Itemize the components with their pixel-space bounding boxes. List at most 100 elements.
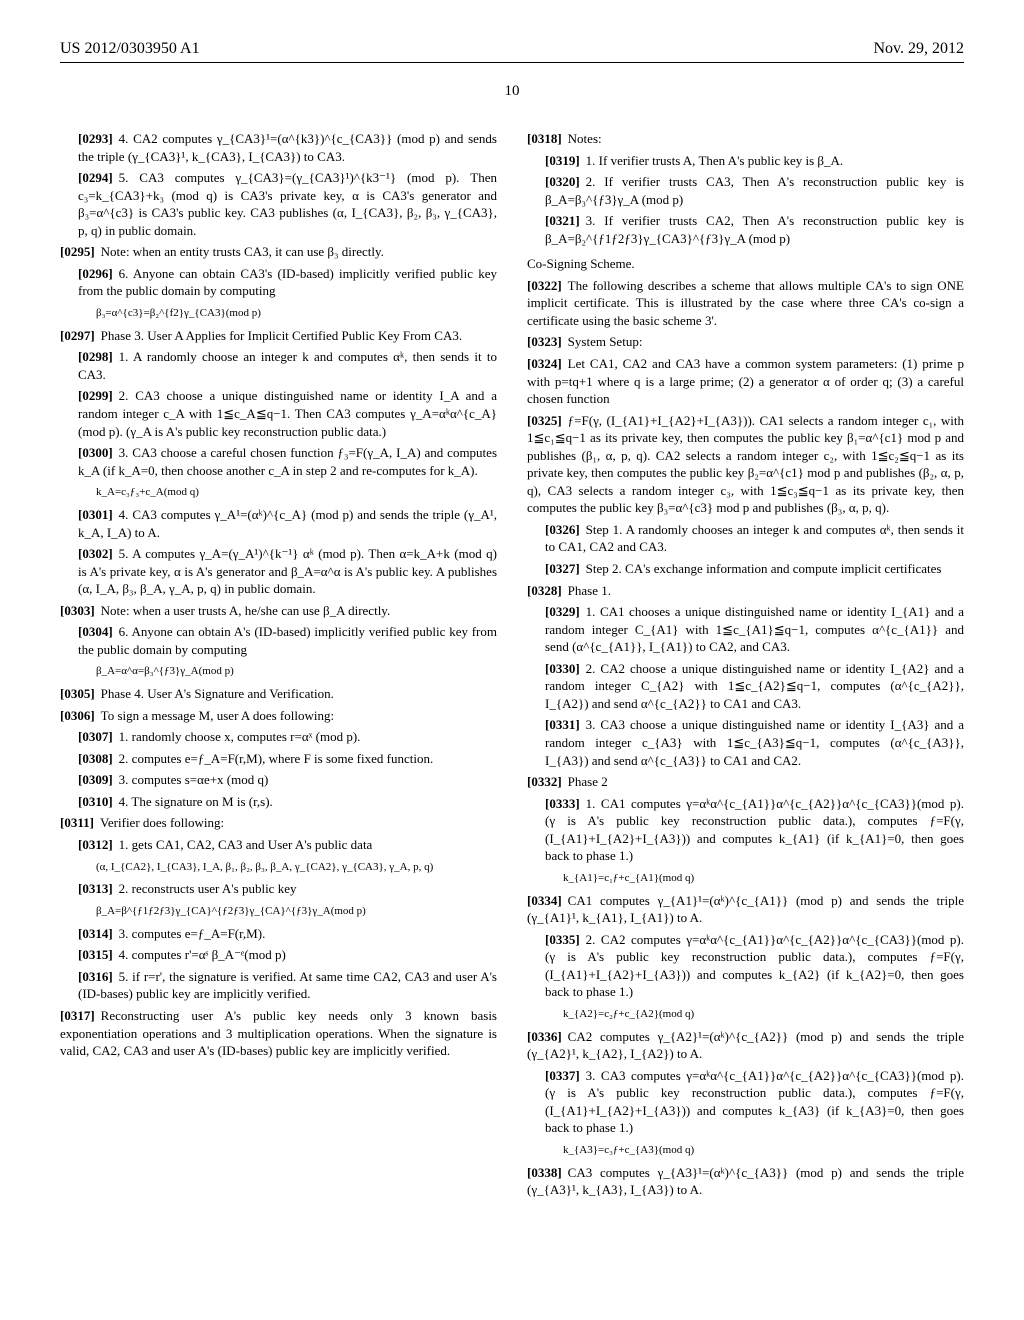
- para-num: [0325]: [527, 413, 562, 428]
- para-text: 4. CA3 computes γ_A¹=(αᵏ)^{c_A} (mod p) …: [78, 507, 497, 540]
- para-num: [0333]: [545, 796, 580, 811]
- para-num: [0315]: [78, 947, 113, 962]
- para-num: [0316]: [78, 969, 113, 984]
- para-text: The following describes a scheme that al…: [527, 278, 964, 328]
- para-num: [0336]: [527, 1029, 562, 1044]
- para-0334: [0334]CA1 computes γ_{A1}¹=(αᵏ)^{c_{A1}}…: [527, 892, 964, 927]
- para-num: [0301]: [78, 507, 113, 522]
- para-0305: [0305]Phase 4. User A's Signature and Ve…: [60, 685, 497, 703]
- para-0337: [0337]3. CA3 computes γ=αᵏα^{c_{A1}}α^{c…: [527, 1067, 964, 1137]
- para-text: 4. computes r'=αˢ β_A⁻ᵉ(mod p): [119, 947, 286, 962]
- para-0326: [0326]Step 1. A randomly chooses an inte…: [527, 521, 964, 556]
- para-0307: [0307] 1. randomly choose x, computes r=α…: [60, 728, 497, 746]
- para-0312: [0312]1. gets CA1, CA2, CA3 and User A's…: [60, 836, 497, 854]
- para-text: Reconstructing user A's public key needs…: [60, 1008, 497, 1058]
- para-num: [0311]: [60, 815, 94, 830]
- para-0304: [0304]6. Anyone can obtain A's (ID-based…: [60, 623, 497, 658]
- para-text: 1. CA1 chooses a unique distinguished na…: [545, 604, 964, 654]
- para-text: 1. CA1 computes γ=αᵏα^{c_{A1}}α^{c_{A2}}…: [545, 796, 964, 864]
- para-num: [0306]: [60, 708, 95, 723]
- para-text: 6. Anyone can obtain CA3's (ID-based) im…: [78, 266, 497, 299]
- para-0329: [0329]1. CA1 chooses a unique distinguis…: [527, 603, 964, 656]
- para-num: [0297]: [60, 328, 95, 343]
- para-0332: [0332]Phase 2: [527, 773, 964, 791]
- header: US 2012/0303950 A1 Nov. 29, 2012: [60, 40, 964, 63]
- para-num: [0324]: [527, 356, 562, 371]
- para-0296: [0296]6. Anyone can obtain CA3's (ID-bas…: [60, 265, 497, 300]
- para-0297: [0297] Phase 3. User A Applies for Implic…: [60, 327, 497, 345]
- para-text: 2. CA2 computes γ=αᵏα^{c_{A1}}α^{c_{A2}}…: [545, 932, 964, 1000]
- para-text: CA3 computes γ_{A3}¹=(αᵏ)^{c_{A3}} (mod …: [527, 1165, 964, 1198]
- para-num: [0321]: [545, 213, 580, 228]
- para-num: [0328]: [527, 583, 562, 598]
- para-0294: [0294]5. CA3 computes γ_{CA3}=(γ_{CA3}¹)…: [60, 169, 497, 239]
- para-text: Note: when an entity trusts CA3, it can …: [101, 244, 384, 259]
- para-0299: [0299]2. CA3 choose a unique distinguish…: [60, 387, 497, 440]
- para-text: Let CA1, CA2 and CA3 have a common syste…: [527, 356, 964, 406]
- formula-0337: k_{A3}=c₃ƒ+c_{A3}(mod q): [527, 1143, 964, 1158]
- para-num: [0335]: [545, 932, 580, 947]
- para-num: [0308]: [78, 751, 113, 766]
- para-num: [0327]: [545, 561, 580, 576]
- para-text: 2. CA3 choose a unique distinguished nam…: [78, 388, 497, 438]
- para-num: [0331]: [545, 717, 580, 732]
- para-text: 5. CA3 computes γ_{CA3}=(γ_{CA3}¹)^{k3⁻¹…: [78, 170, 497, 238]
- para-0324: [0324]Let CA1, CA2 and CA3 have a common…: [527, 355, 964, 408]
- para-0315: [0315] 4. computes r'=αˢ β_A⁻ᵉ(mod p): [60, 946, 497, 964]
- para-text: 3. CA3 choose a careful chosen function …: [78, 445, 497, 478]
- para-text: 3. computes e=ƒ_A=F(r,M).: [119, 926, 266, 941]
- page-container: US 2012/0303950 A1 Nov. 29, 2012 10 [029…: [0, 0, 1024, 1223]
- formula-0333: k_{A1}=c₁ƒ+c_{A1}(mod q): [527, 871, 964, 886]
- para-text: CA2 computes γ_{A2}¹=(αᵏ)^{c_{A2}} (mod …: [527, 1029, 964, 1062]
- para-0319: [0319] 1. If verifier trusts A, Then A's …: [527, 152, 964, 170]
- para-text: Phase 2: [568, 774, 608, 789]
- para-text: 3. CA3 choose a unique distinguished nam…: [545, 717, 964, 767]
- para-text: Notes:: [568, 131, 602, 146]
- cosign-heading: Co-Signing Scheme.: [527, 255, 964, 273]
- para-num: [0320]: [545, 174, 580, 189]
- para-num: [0300]: [78, 445, 113, 460]
- para-num: [0298]: [78, 349, 113, 364]
- para-0333: [0333]1. CA1 computes γ=αᵏα^{c_{A1}}α^{c…: [527, 795, 964, 865]
- para-text: To sign a message M, user A does followi…: [101, 708, 334, 723]
- para-0302: [0302]5. A computes γ_A=(γ_A¹)^{k⁻¹} αᵏ …: [60, 545, 497, 598]
- columns: [0293]4. CA2 computes γ_{CA3}¹=(α^{k3})^…: [60, 130, 964, 1203]
- para-text: 2. CA2 choose a unique distinguished nam…: [545, 661, 964, 711]
- left-column: [0293]4. CA2 computes γ_{CA3}¹=(α^{k3})^…: [60, 130, 497, 1203]
- para-num: [0337]: [545, 1068, 580, 1083]
- para-num: [0317]: [60, 1008, 95, 1023]
- para-0327: [0327]Step 2. CA's exchange information …: [527, 560, 964, 578]
- para-num: [0303]: [60, 603, 95, 618]
- para-num: [0302]: [78, 546, 113, 561]
- para-num: [0299]: [78, 388, 113, 403]
- para-num: [0326]: [545, 522, 580, 537]
- para-num: [0329]: [545, 604, 580, 619]
- para-text: System Setup:: [568, 334, 643, 349]
- para-num: [0322]: [527, 278, 562, 293]
- para-num: [0310]: [78, 794, 113, 809]
- para-text: Phase 3. User A Applies for Implicit Cer…: [101, 328, 462, 343]
- para-0316: [0316]5. if r=r', the signature is verif…: [60, 968, 497, 1003]
- para-text: 1. If verifier trusts A, Then A's public…: [586, 153, 844, 168]
- para-num: [0319]: [545, 153, 580, 168]
- para-0309: [0309]3. computes s=αe+x (mod q): [60, 771, 497, 789]
- para-text: 1. randomly choose x, computes r=αˣ (mod…: [119, 729, 361, 744]
- para-0317: [0317]Reconstructing user A's public key…: [60, 1007, 497, 1060]
- para-num: [0307]: [78, 729, 113, 744]
- para-0293: [0293]4. CA2 computes γ_{CA3}¹=(α^{k3})^…: [60, 130, 497, 165]
- para-text: Phase 4. User A's Signature and Verifica…: [101, 686, 334, 701]
- para-text: 1. gets CA1, CA2, CA3 and User A's publi…: [119, 837, 373, 852]
- para-num: [0330]: [545, 661, 580, 676]
- para-text: 2. computes e=ƒ_A=F(r,M), where F is som…: [119, 751, 434, 766]
- para-0310: [0310] 4. The signature on M is (r,s).: [60, 793, 497, 811]
- para-text: 6. Anyone can obtain A's (ID-based) impl…: [78, 624, 497, 657]
- para-text: 4. The signature on M is (r,s).: [119, 794, 273, 809]
- formula-0304: β_A=α^α=β₃^{ƒ3}γ_A(mod p): [60, 664, 497, 679]
- para-0301: [0301]4. CA3 computes γ_A¹=(αᵏ)^{c_A} (m…: [60, 506, 497, 541]
- right-column: [0318]Notes: [0319]1. If verifier trusts…: [527, 130, 964, 1203]
- para-0295: [0295]Note: when an entity trusts CA3, i…: [60, 243, 497, 261]
- para-num: [0294]: [78, 170, 113, 185]
- para-text: ƒ=F(γ, (I_{A1}+I_{A2}+I_{A3})). CA1 sele…: [527, 413, 964, 516]
- para-0323: [0323]System Setup:: [527, 333, 964, 351]
- para-text: Verifier does following:: [100, 815, 224, 830]
